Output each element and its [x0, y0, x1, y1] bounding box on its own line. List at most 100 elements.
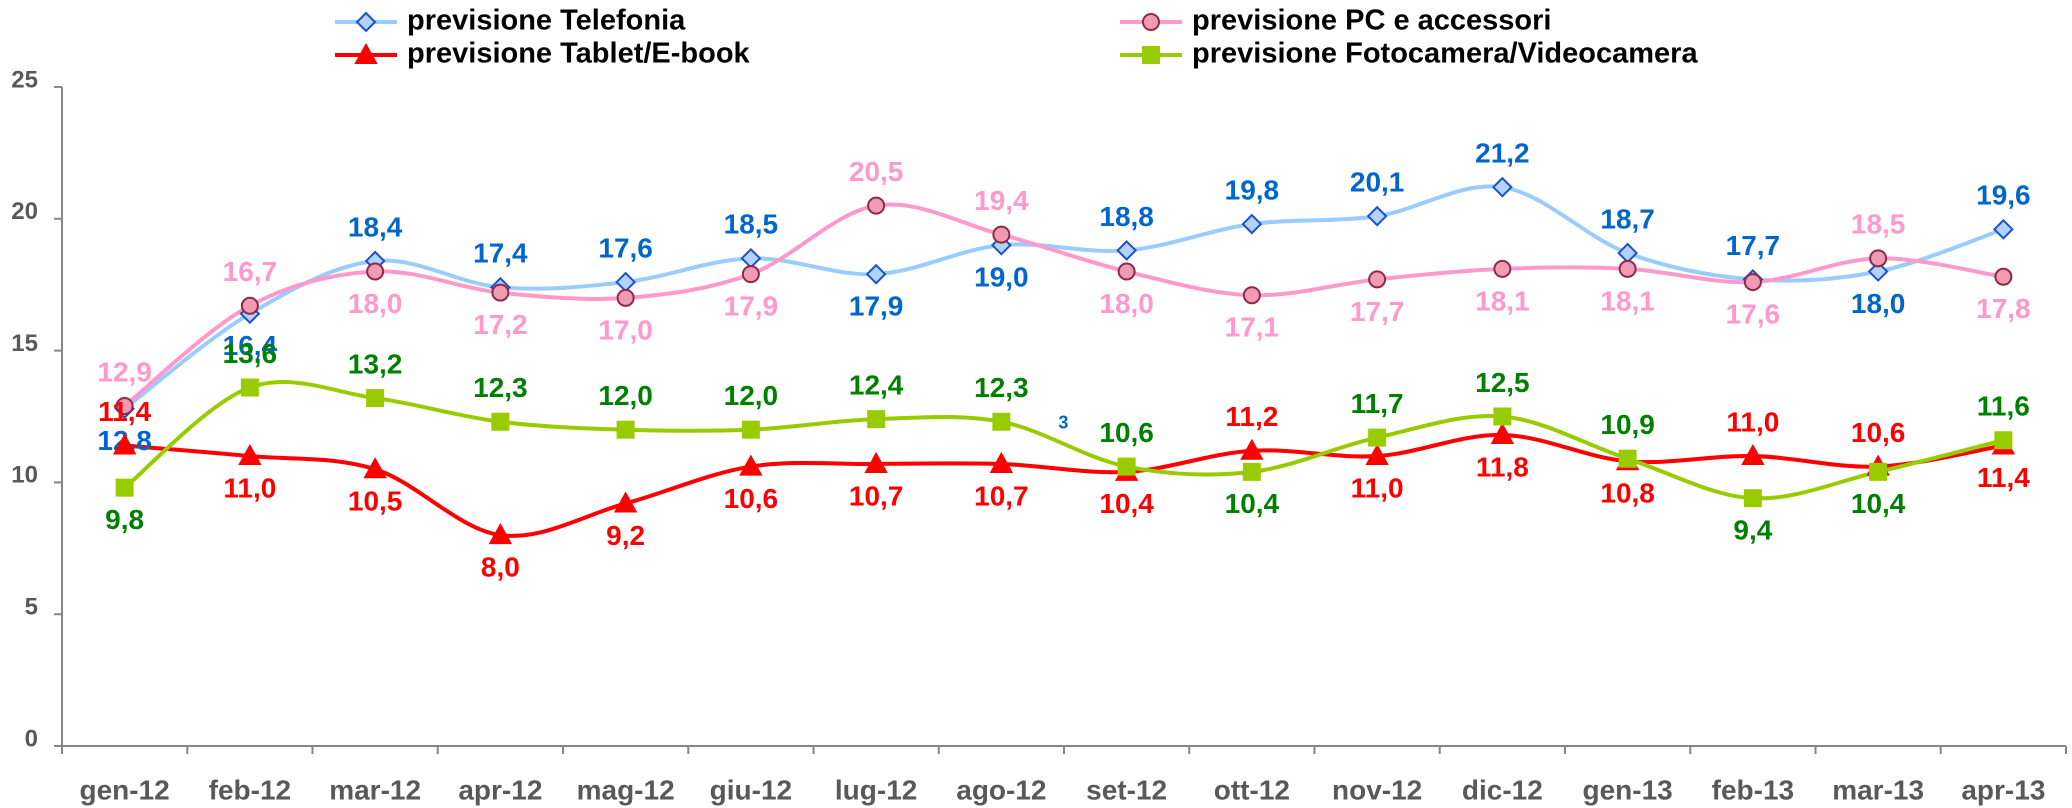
data-label: 17,6	[598, 232, 653, 263]
marker	[488, 523, 513, 545]
marker	[1491, 176, 1513, 198]
legend-marker	[354, 42, 378, 64]
marker	[865, 263, 887, 285]
data-label: 21,2	[1475, 138, 1530, 169]
marker	[864, 451, 888, 473]
marker	[240, 378, 259, 397]
marker	[740, 247, 762, 269]
data-label: 9,4	[1733, 515, 1772, 546]
marker	[1490, 422, 1515, 444]
marker	[741, 265, 760, 284]
data-label: 17,4	[473, 238, 528, 269]
data-label: 11,4	[98, 396, 151, 427]
data-label: 19,6	[1976, 180, 2031, 211]
data-label: 13,6	[223, 338, 278, 369]
data-label: 11,8	[1476, 451, 1529, 482]
data-label: 10,8	[1600, 478, 1655, 509]
marker	[1994, 431, 2013, 450]
marker	[115, 478, 134, 497]
data-label: 11,0	[1351, 472, 1404, 503]
legend-label: previsione Fotocamera/Videocamera	[1192, 38, 1698, 70]
data-label: 16,4	[223, 330, 278, 361]
x-tick-label: nov-12	[1332, 774, 1422, 805]
data-label: 17,1	[1225, 312, 1280, 343]
data-label: 18,8	[1099, 201, 1154, 232]
x-tick-label: ago-12	[956, 774, 1046, 805]
marker	[1368, 428, 1387, 447]
marker	[739, 454, 763, 476]
data-label: 18,1	[1600, 285, 1655, 316]
data-label: 12,3	[473, 372, 528, 403]
marker	[1368, 270, 1387, 289]
series-line	[123, 202, 2004, 408]
marker	[1493, 259, 1512, 278]
data-label: 12,3	[974, 372, 1029, 403]
marker	[366, 389, 385, 408]
data-label: 18,1	[1475, 285, 1530, 316]
marker	[1366, 205, 1388, 227]
data-label: 10,6	[724, 483, 779, 514]
data-label: 9,8	[105, 504, 144, 535]
data-label: 17,7	[1726, 230, 1781, 261]
y-tick-label: 20	[11, 198, 38, 225]
data-label: 16,7	[223, 256, 278, 287]
marker	[1117, 262, 1136, 281]
marker	[491, 412, 510, 431]
data-label: 10,4	[1225, 488, 1280, 519]
marker	[741, 420, 760, 439]
marker	[616, 288, 635, 307]
marker	[1741, 443, 1765, 466]
marker	[1743, 273, 1762, 292]
marker	[1994, 267, 2013, 286]
series-line	[124, 432, 2004, 538]
marker	[1743, 489, 1762, 508]
data-label: 20,1	[1350, 167, 1405, 198]
marker	[1493, 407, 1512, 426]
y-tick-label: 25	[11, 66, 38, 93]
marker	[1867, 261, 1889, 282]
y-tick-label: 0	[25, 725, 38, 752]
legend-marker	[1142, 46, 1160, 64]
x-tick-label: apr-12	[458, 774, 542, 805]
data-label: 19,4	[974, 185, 1029, 216]
marker	[491, 283, 510, 302]
x-tick-label: feb-13	[1712, 774, 1794, 805]
marker	[1869, 462, 1888, 481]
data-label: 12,4	[849, 370, 904, 401]
marker	[867, 410, 886, 429]
data-label: 10,4	[1099, 488, 1154, 519]
data-label: 20,5	[849, 156, 904, 187]
data-label: 12,0	[724, 380, 779, 411]
data-label: 10,7	[974, 480, 1029, 511]
marker	[1241, 213, 1263, 235]
data-label: 10,4	[1851, 488, 1906, 519]
marker	[240, 296, 259, 315]
data-label: 18,0	[1099, 288, 1154, 319]
x-tick-label: set-12	[1086, 774, 1167, 805]
data-label: 18,4	[348, 211, 403, 242]
y-tick-label: 5	[25, 594, 38, 621]
marker	[1242, 462, 1261, 481]
marker	[363, 457, 387, 479]
data-label: 17,7	[1350, 296, 1405, 327]
marker	[1116, 240, 1138, 261]
marker	[1869, 249, 1888, 268]
marker	[112, 433, 137, 455]
data-label: 11,0	[223, 472, 276, 503]
data-label: 11,0	[1726, 406, 1779, 437]
marker	[867, 196, 886, 215]
marker	[1365, 443, 1389, 466]
marker	[613, 491, 638, 513]
legend-marker	[1142, 13, 1160, 31]
marker	[1618, 449, 1637, 468]
data-label: 8,0	[481, 552, 520, 583]
data-label: 12,9	[97, 356, 152, 387]
data-label: 17,0	[598, 314, 653, 345]
y-tick-label: 10	[11, 462, 38, 489]
legend-marker	[355, 11, 377, 33]
x-tick-label: mar-13	[1832, 774, 1924, 805]
data-label: 18,0	[1851, 288, 1906, 319]
marker	[1240, 438, 1264, 460]
x-tick-label: giu-12	[710, 774, 792, 805]
series-line	[123, 184, 2005, 411]
